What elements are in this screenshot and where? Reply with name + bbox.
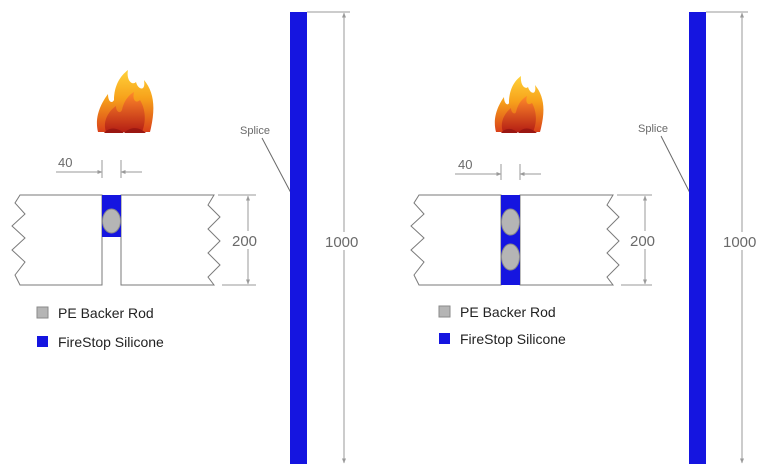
- height-label-backing: [322, 232, 366, 250]
- legend-swatch-backer-rod: [36, 306, 49, 319]
- gap-dimension-label: 40: [58, 155, 72, 170]
- splice-leader-line: [261, 137, 292, 194]
- depth-dimension-label: 200: [232, 233, 257, 250]
- splice-leader-line: [660, 135, 691, 194]
- depth-label-backing: [230, 231, 264, 249]
- legend-label-backer-rod: PE Backer Rod: [58, 305, 154, 321]
- left-slab: [410, 194, 502, 286]
- left-slab: [11, 194, 103, 286]
- pe-backer-rod: [501, 243, 520, 271]
- panel-double-rod: 40 200 Splice 1000 PE Backer Rod Fi: [410, 11, 759, 464]
- legend: PE Backer Rod FireStop Silicone: [438, 304, 566, 347]
- right-slab: [120, 194, 221, 286]
- splice-label: Splice: [638, 123, 668, 135]
- panel-single-rod: 40 200 Splice 1000 PE Backer Rod FireSto: [11, 11, 366, 464]
- pe-backer-rod: [102, 208, 121, 234]
- right-slab: [519, 194, 620, 286]
- splice-label: Splice: [240, 125, 270, 137]
- legend-label-silicone: FireStop Silicone: [460, 331, 566, 347]
- depth-dimension-label: 200: [630, 233, 655, 250]
- legend-swatch-silicone: [37, 336, 48, 347]
- legend-swatch-backer-rod: [438, 305, 451, 318]
- pe-backer-rod: [501, 208, 520, 236]
- vertical-silicone-strip: [689, 12, 706, 464]
- gap-dimension-label: 40: [458, 157, 472, 172]
- legend-swatch-silicone: [439, 333, 450, 344]
- height-dimension-label: 1000: [723, 234, 756, 251]
- vertical-silicone-strip: [290, 12, 307, 464]
- flame-icon: [494, 76, 544, 133]
- depth-label-backing: [628, 231, 662, 249]
- height-label-backing: [721, 232, 759, 250]
- flame-icon: [96, 70, 154, 133]
- legend-label-silicone: FireStop Silicone: [58, 334, 164, 350]
- legend: PE Backer Rod FireStop Silicone: [36, 305, 164, 350]
- legend-label-backer-rod: PE Backer Rod: [460, 304, 556, 320]
- height-dimension-label: 1000: [325, 234, 358, 251]
